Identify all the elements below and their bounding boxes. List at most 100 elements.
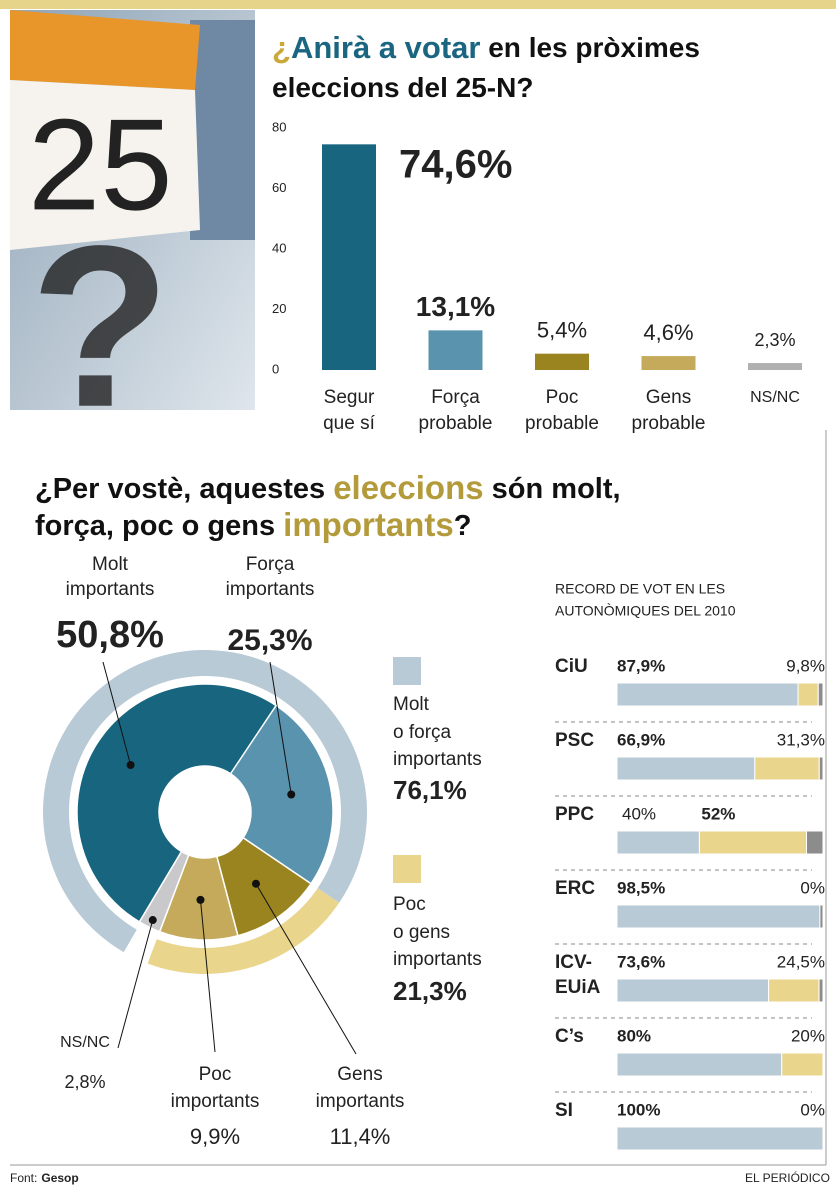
value-label: 11,4% (330, 1124, 391, 1149)
segment (229, 703, 334, 885)
title-part: eleccions (333, 469, 483, 506)
value-label: 31,3% (777, 730, 825, 749)
title-part: en les pròximes (480, 32, 699, 63)
legend-label: Molt (393, 694, 430, 715)
value-label: 98,5% (617, 878, 665, 897)
outer-segment (147, 888, 340, 974)
value-label: 87,9% (617, 656, 665, 675)
category-label: Gens (337, 1064, 382, 1085)
source-label: Font: (10, 1171, 37, 1185)
subchart-title: RECORD DE VOT EN LES (555, 581, 725, 597)
row-label: EUiA (555, 977, 601, 998)
value-label: 80% (617, 1026, 651, 1045)
x-tick-label: NS/NC (750, 389, 800, 406)
footer-brand: EL PERIÓDICO (745, 1170, 830, 1185)
value-label: 52% (701, 804, 735, 823)
bar (428, 330, 483, 370)
leader-line (255, 883, 357, 1055)
value-label: 2,3% (754, 330, 795, 350)
bar-segment (616, 756, 756, 781)
leader-dot (251, 879, 260, 888)
title-part: són molt, (484, 473, 621, 505)
bar-segment (754, 756, 820, 781)
leader-line (199, 899, 216, 1053)
value-label: 20% (791, 1026, 825, 1045)
value-label: 24,5% (777, 952, 825, 971)
bar (322, 144, 376, 370)
y-tick-label: 0 (272, 361, 279, 376)
question-mark: ? (30, 198, 171, 455)
value-label: 100% (617, 1100, 660, 1119)
row-label: C’s (555, 1026, 584, 1047)
leader-dot (126, 761, 135, 770)
calendar-day: 25 (28, 91, 173, 237)
bar-segment (616, 1052, 783, 1077)
leader-dot (287, 790, 296, 799)
category-label: importants (66, 579, 155, 600)
bar-segment (768, 978, 820, 1003)
bar-segment (806, 830, 824, 855)
legend-value: 21,3% (393, 976, 467, 1006)
title-line: ¿Anirà a votar en les pròximes (272, 30, 700, 65)
title-line: eleccions del 25-N? (272, 72, 533, 103)
x-tick-label: Poc (546, 387, 579, 408)
segment (76, 683, 278, 923)
value-label: 73,6% (617, 952, 665, 971)
calendar-header (10, 10, 200, 90)
bar-segment (698, 830, 808, 855)
bar (748, 363, 802, 370)
title-line: ¿Per vostè, aquestes eleccions són molt, (35, 469, 621, 506)
category-label: NS/NC (60, 1034, 110, 1051)
row-label: SI (555, 1100, 573, 1121)
bar-segment (818, 756, 824, 781)
row-label: ICV- (555, 952, 592, 973)
leader-line (117, 919, 154, 1049)
top-band (0, 0, 836, 9)
legend-value: 76,1% (393, 775, 467, 805)
bar-segment (818, 978, 824, 1003)
value-label: 5,4% (537, 317, 587, 342)
bar (535, 353, 589, 370)
title-line: força, poc o gens importants? (35, 506, 471, 543)
legend-label: importants (393, 749, 482, 770)
value-label: 0% (800, 878, 825, 897)
value-label: 9,9% (190, 1124, 240, 1149)
category-label: importants (226, 579, 315, 600)
category-label: importants (171, 1091, 260, 1112)
x-tick-label: Gens (646, 387, 691, 408)
leader-dot (196, 895, 205, 904)
value-label: 4,6% (643, 320, 693, 345)
value-label: 25,3% (227, 624, 312, 657)
value-label: 13,1% (416, 291, 495, 322)
legend-swatch (393, 855, 421, 883)
bar-segment (616, 1126, 824, 1151)
y-tick-label: 40 (272, 240, 286, 255)
bar-segment (616, 682, 799, 707)
bar-segment (616, 830, 700, 855)
legend-label: importants (393, 949, 482, 970)
y-tick-label: 80 (272, 119, 286, 134)
bar-segment (781, 1052, 824, 1077)
calendar-page (10, 80, 200, 250)
row-label: CiU (555, 656, 588, 677)
bar-segment (616, 978, 770, 1003)
title-part: importants (283, 506, 454, 543)
title-part: ¿Per vostè, aquestes (35, 473, 333, 505)
bar-segment (616, 904, 821, 929)
source: Gesop (41, 1171, 78, 1185)
title-part: ¿ (272, 30, 291, 65)
row-label: PSC (555, 730, 594, 751)
leader-line (102, 661, 132, 766)
leader-line (269, 661, 292, 795)
y-tick-label: 60 (272, 180, 286, 195)
x-tick-label: probable (525, 413, 599, 434)
value-label: 66,9% (617, 730, 665, 749)
value-label: 40% (622, 804, 656, 823)
footer-source: Font: Gesop (10, 1171, 79, 1185)
leader-dot (148, 916, 157, 925)
x-tick-label: probable (419, 413, 493, 434)
x-tick-label: probable (632, 413, 706, 434)
value-label: 50,8% (56, 614, 164, 656)
bar-segment (817, 682, 824, 707)
